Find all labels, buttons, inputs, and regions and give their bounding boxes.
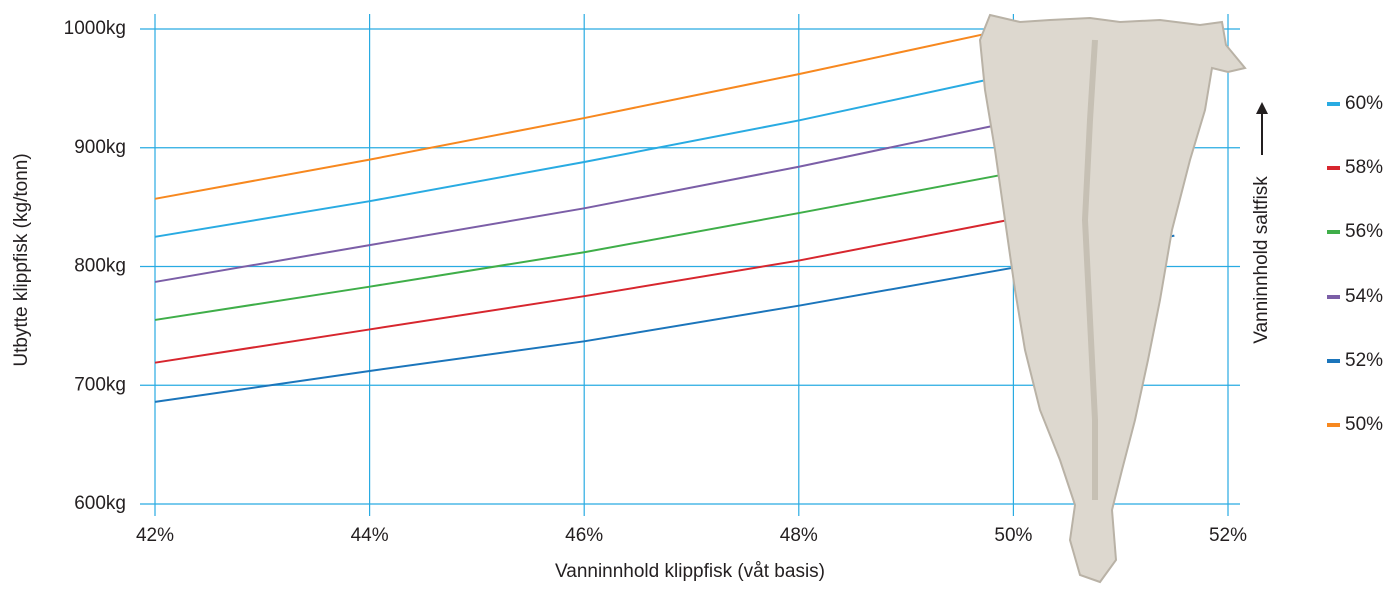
legend-label: 56% — [1345, 221, 1383, 242]
legend-swatch — [1327, 166, 1340, 170]
x-tick-label: 42% — [136, 525, 174, 546]
fish-illustration: Vanninnhold saltfisk — [978, 13, 1272, 584]
x-tick-label: 44% — [351, 525, 389, 546]
y-tick-label: 900kg — [74, 137, 126, 158]
legend-label: 60% — [1345, 93, 1383, 114]
x-tick-label: 46% — [565, 525, 603, 546]
legend-label: 54% — [1345, 286, 1383, 307]
x-axis-title: Vanninnhold klippfisk (våt basis) — [555, 561, 825, 582]
legend-label: 58% — [1345, 157, 1383, 178]
legend-title: Vanninnhold saltfisk — [1251, 176, 1272, 344]
y-tick-label: 700kg — [74, 374, 126, 395]
legend-arrowhead — [1256, 102, 1268, 114]
x-tick-label: 48% — [780, 525, 818, 546]
y-tick-label: 1000kg — [64, 18, 126, 39]
x-tick-label: 52% — [1209, 525, 1247, 546]
legend-swatch — [1327, 230, 1340, 234]
legend-label: 52% — [1345, 350, 1383, 371]
x-tick-label: 50% — [994, 525, 1032, 546]
series-line — [154, 29, 1003, 200]
y-axis-title: Utbytte klippfisk (kg/tonn) — [11, 153, 32, 366]
legend-swatch — [1327, 359, 1340, 363]
legend-swatch — [1327, 102, 1340, 106]
legend-label: 50% — [1345, 414, 1383, 435]
y-tick-label: 600kg — [74, 493, 126, 514]
legend-swatch — [1327, 423, 1340, 427]
legend-swatch — [1327, 295, 1340, 299]
y-tick-label: 800kg — [74, 256, 126, 277]
